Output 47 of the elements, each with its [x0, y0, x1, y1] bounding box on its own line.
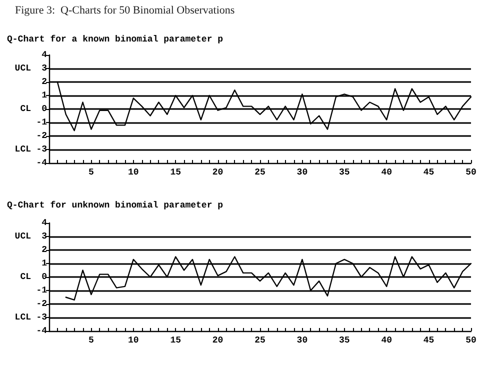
y-tick-label: -1: [36, 286, 48, 296]
y-tick-label: 4: [42, 218, 48, 228]
x-tick-label: 45: [423, 168, 434, 178]
x-tick-label: 40: [381, 336, 392, 346]
y-tick-label: -3: [36, 312, 47, 322]
chart-title: Q-Chart for unknown binomial parameter p: [7, 200, 224, 210]
y-tick-label: 3: [42, 64, 47, 74]
chart-title: Figure 3: Q-Charts for 50 Binomial Observations: [15, 4, 235, 16]
x-tick-label: 20: [212, 336, 224, 346]
y-tick-label: -2: [36, 299, 47, 309]
y-tick-label: 2: [42, 245, 47, 255]
x-tick-label: 35: [338, 336, 350, 346]
x-tick-label: 40: [381, 168, 392, 178]
ref-line-label: UCL: [14, 232, 31, 242]
x-tick-label: 50: [466, 336, 476, 346]
y-tick-label: 3: [42, 232, 47, 242]
ref-line-label: CL: [20, 272, 31, 282]
y-tick-label: 0: [42, 272, 47, 282]
y-tick-label: 4: [42, 50, 48, 60]
x-tick-label: 50: [466, 168, 476, 178]
y-tick-label: 1: [42, 90, 48, 100]
x-tick-label: 30: [296, 336, 308, 346]
y-tick-label: -4: [36, 158, 48, 168]
y-tick-label: 0: [42, 104, 47, 114]
ref-line-label: LCL: [14, 144, 31, 154]
y-tick-label: -2: [36, 131, 47, 141]
x-tick-label: 5: [88, 168, 94, 178]
chart-subtitle: Q-Chart for a known binomial parameter p: [7, 34, 224, 44]
x-tick-label: 35: [338, 168, 350, 178]
y-tick-label: -3: [36, 144, 47, 154]
y-tick-label: -4: [36, 326, 48, 336]
x-tick-label: 25: [254, 336, 266, 346]
x-tick-label: 15: [170, 168, 182, 178]
ref-line-label: CL: [20, 104, 31, 114]
x-tick-label: 20: [212, 168, 224, 178]
x-tick-label: 10: [128, 336, 139, 346]
x-tick-label: 25: [254, 168, 266, 178]
y-tick-label: 2: [42, 77, 47, 87]
ref-line-label: UCL: [14, 64, 31, 74]
x-tick-label: 45: [423, 336, 434, 346]
y-tick-label: -1: [36, 118, 48, 128]
y-tick-label: 1: [42, 258, 48, 268]
x-tick-label: 15: [170, 336, 182, 346]
x-tick-label: 30: [296, 168, 308, 178]
ref-line-label: LCL: [14, 312, 31, 322]
x-tick-label: 5: [88, 336, 94, 346]
x-tick-label: 10: [128, 168, 139, 178]
